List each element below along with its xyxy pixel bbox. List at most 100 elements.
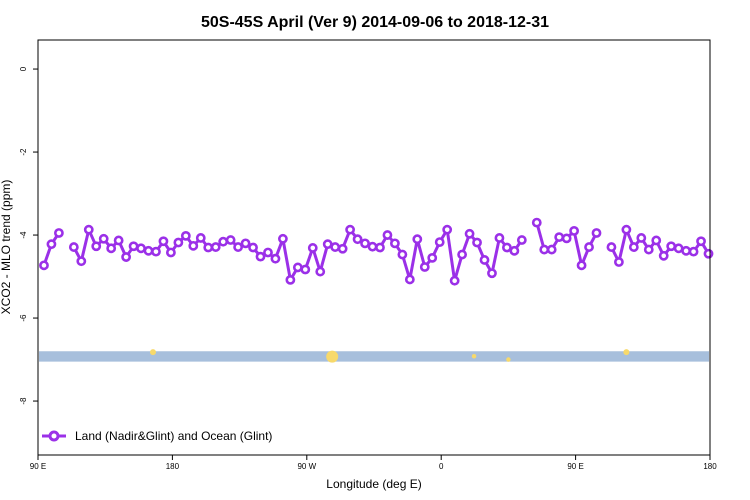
data-point [307,243,318,253]
x-tick-label: 0 [439,462,444,471]
data-point [367,241,378,252]
data-point [337,243,348,254]
plot-frame [37,39,711,456]
legend: Land (Nadir&Glint) and Ocean (Glint) [42,429,272,443]
data-point [270,253,281,264]
data-point [166,247,176,258]
data-point [300,264,311,275]
data-point [158,236,169,247]
data-point [330,242,341,252]
data-point [666,241,677,252]
x-tick-label: 90 E [30,462,46,471]
data-point [360,238,370,249]
data-point [143,245,154,256]
data-point [561,233,572,244]
data-point [195,233,206,243]
data-point [628,242,639,252]
data-point [673,243,684,254]
data-point [397,249,408,260]
data-point [606,242,617,252]
band-rect [39,351,709,362]
data-point [539,244,550,255]
data-point [83,224,94,235]
data-point [46,239,57,250]
data-point [651,235,662,246]
data-point [121,252,132,262]
data-point [203,242,214,253]
data-point [703,248,714,259]
data-point [502,242,512,253]
data-point [188,240,199,251]
data-point [404,274,415,285]
data-point [106,243,117,254]
data-point [449,275,460,286]
data-point [487,268,497,279]
data-point [248,242,258,253]
data-point [91,241,102,252]
data-point [442,224,453,235]
data-point [479,255,490,265]
y-tick-label: -4 [19,231,28,239]
data-point [292,262,303,273]
data-band [39,349,709,363]
data-point [419,262,430,272]
data-point [375,242,385,253]
data-point [457,249,468,260]
data-point [98,233,109,244]
data-point [113,235,124,246]
data-point [225,235,236,245]
data-point [39,260,49,271]
data-point [322,239,333,250]
x-tick-label: 90 E [567,462,583,471]
data-point [54,228,64,238]
band-marker [471,353,477,359]
data-point [576,260,587,271]
data-point [263,247,273,258]
series-layer [39,217,714,286]
data-point [696,236,706,247]
series-line [42,232,61,266]
legend-marker-swatch [48,430,60,442]
data-point [621,224,632,235]
data-point [278,233,288,244]
data-point [180,230,191,241]
y-tick-label: -6 [19,314,28,322]
data-point [434,237,445,248]
data-point [516,235,527,245]
x-tick-label: 90 W [297,462,316,471]
data-point [509,245,520,256]
data-point [688,246,699,257]
band-marker [506,357,511,362]
data-point [128,241,139,252]
data-point [494,233,505,243]
data-point [136,243,146,254]
data-point [554,232,565,243]
chart-title: 50S-45S April (Ver 9) 2014-09-06 to 2018… [201,14,549,31]
data-point [614,257,624,267]
data-point [546,244,557,255]
data-point [345,224,356,235]
data-point [427,252,438,263]
data-point [569,225,580,236]
data-point [591,228,602,238]
legend-label: Land (Nadir&Glint) and Ocean (Glint) [75,429,272,443]
data-point [412,234,423,245]
data-point [76,256,87,267]
y-tick-label: 0 [19,66,28,71]
x-tick-label: 180 [166,462,180,471]
data-point [658,250,669,261]
band-marker [149,349,156,356]
data-point [68,242,79,252]
data-point [210,242,221,252]
data-point [681,245,692,256]
x-axis-label: Longitude (deg E) [326,477,421,491]
data-point [464,228,475,239]
x-tick-label: 180 [703,462,717,471]
data-point [352,234,363,245]
data-point [584,242,594,252]
data-point [233,242,244,252]
y-tick-label: -2 [19,148,28,156]
x-axis: 90 E 180 90 W 0 90 E 180 [30,455,717,471]
data-point [151,246,161,257]
